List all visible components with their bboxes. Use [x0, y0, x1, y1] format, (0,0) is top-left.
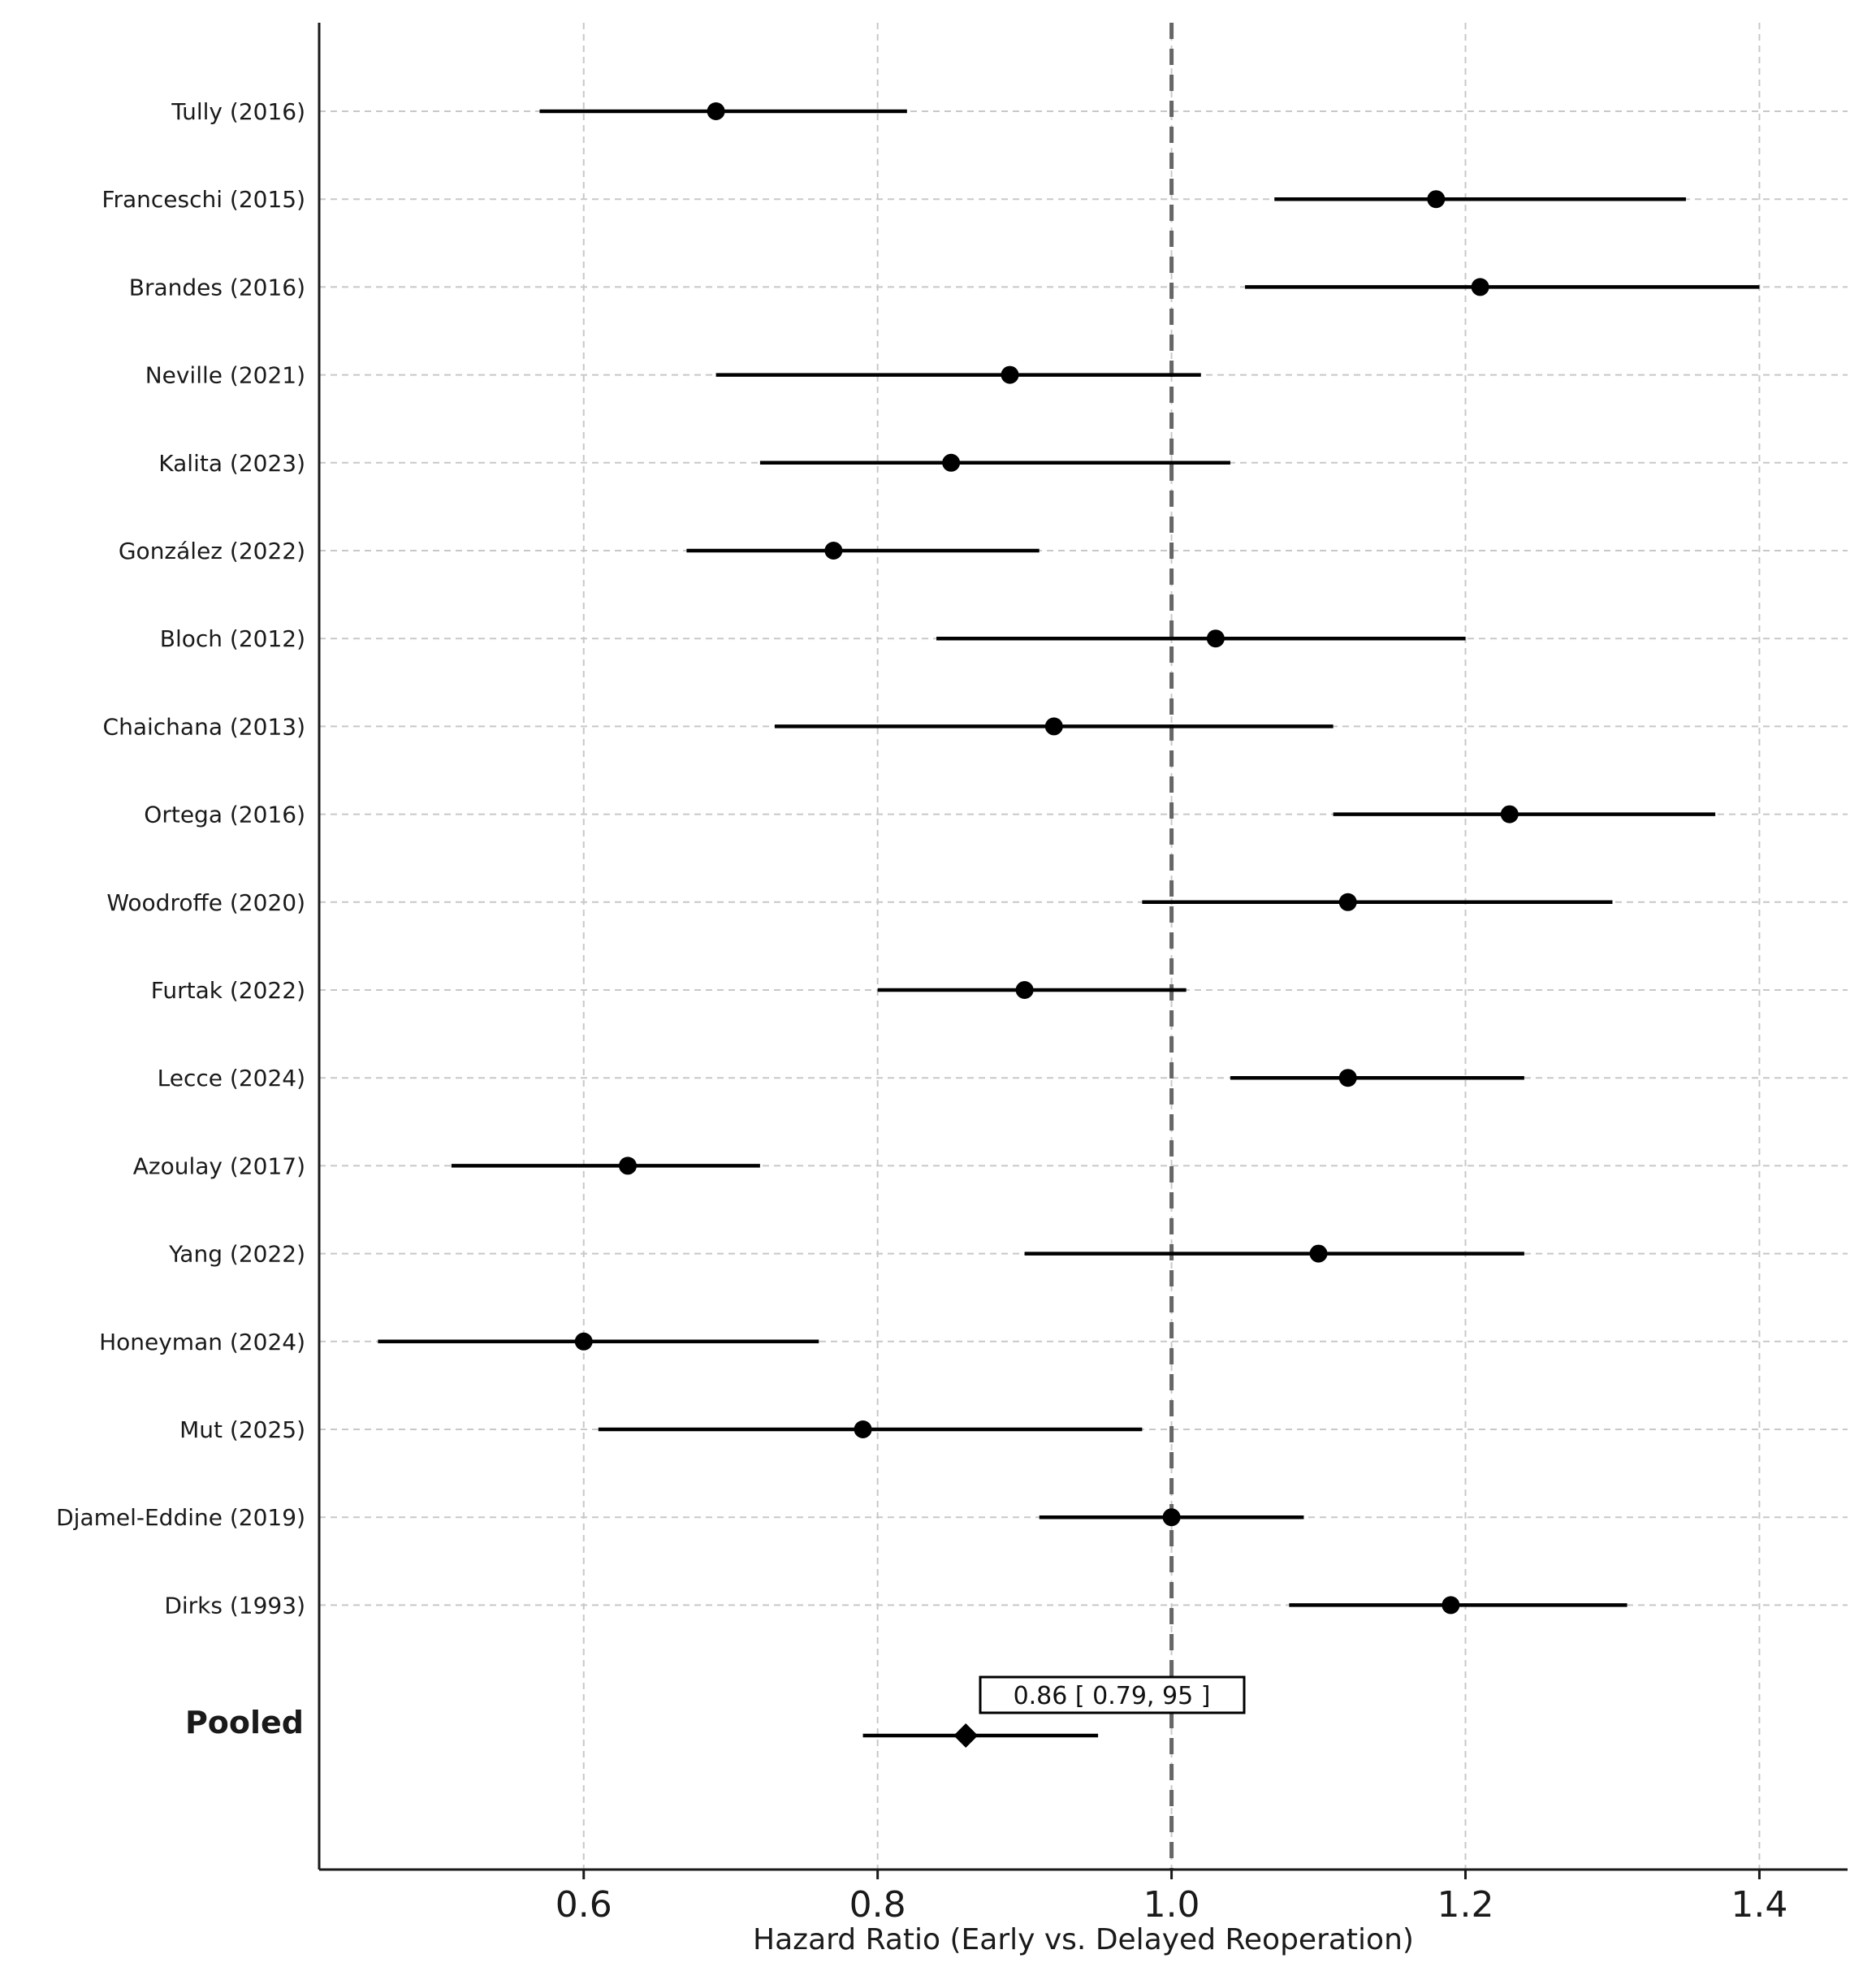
study-label: Azoulay (2017)	[133, 1152, 305, 1179]
point-estimate	[1015, 981, 1034, 999]
point-estimate	[942, 453, 961, 472]
point-estimate	[1044, 717, 1063, 736]
pooled-annotation-box	[979, 1675, 1246, 1714]
pooled-annotation-text: 0.86 [ 0.79, 95 ]	[1014, 1682, 1211, 1710]
pooled-group: Pooled 0.86 [ 0.79, 95 ]	[185, 1675, 1246, 1740]
x-tick-label: 0.8	[849, 1884, 906, 1926]
study-label: Furtak (2022)	[151, 977, 305, 1004]
study-label: Yang (2022)	[168, 1241, 305, 1268]
point-estimate	[1206, 629, 1225, 648]
study-label: Djamel-Eddine (2019)	[56, 1504, 305, 1531]
pooled-diamond	[953, 1723, 979, 1748]
study-label: Ortega (2016)	[144, 802, 305, 828]
study-label: Franceschi (2015)	[102, 186, 305, 213]
study-label: Bloch (2012)	[160, 625, 305, 652]
x-tick-label: 1.4	[1731, 1884, 1787, 1926]
point-estimate	[1500, 805, 1519, 824]
point-estimate	[707, 102, 725, 120]
data-marks	[378, 102, 1760, 1748]
study-label: Woodroffe (2020)	[106, 889, 305, 916]
study-label: Honeyman (2024)	[99, 1329, 305, 1355]
x-axis-title: Hazard Ratio (Early vs. Delayed Reoperat…	[753, 1923, 1414, 1956]
gridlines	[319, 23, 1848, 1870]
point-estimate	[1338, 893, 1357, 911]
point-estimate	[1471, 278, 1489, 296]
study-labels: Tully (2016) Franceschi (2015) Brandes (20…	[56, 98, 305, 1619]
study-label: Dirks (1993)	[164, 1592, 305, 1619]
study-label: Neville (2021)	[145, 362, 305, 389]
point-estimate	[824, 542, 843, 560]
point-estimate	[574, 1332, 593, 1351]
point-estimate	[1001, 365, 1019, 384]
x-tick-label: 1.2	[1437, 1884, 1494, 1926]
point-estimate	[1442, 1596, 1460, 1615]
x-tick-label: 0.6	[555, 1884, 612, 1926]
study-label: Mut (2025)	[179, 1416, 305, 1443]
study-label: Tully (2016)	[171, 98, 305, 125]
point-estimate	[1162, 1508, 1181, 1527]
point-estimate	[1309, 1244, 1328, 1263]
study-label: Lecce (2024)	[158, 1065, 305, 1092]
point-estimate	[854, 1420, 872, 1438]
x-tick-label: 1.0	[1143, 1884, 1200, 1926]
pooled-label: Pooled	[185, 1705, 304, 1740]
study-label: Brandes (2016)	[129, 274, 305, 300]
point-estimate	[619, 1156, 638, 1175]
axes: 0.6 0.8 1.0 1.2 1.4	[318, 23, 1848, 1926]
study-label: Chaichana (2013)	[103, 713, 305, 740]
point-estimate	[1427, 190, 1446, 209]
study-label: González (2022)	[119, 538, 305, 564]
point-estimate	[1338, 1069, 1357, 1087]
study-label: Kalita (2023)	[158, 450, 305, 477]
